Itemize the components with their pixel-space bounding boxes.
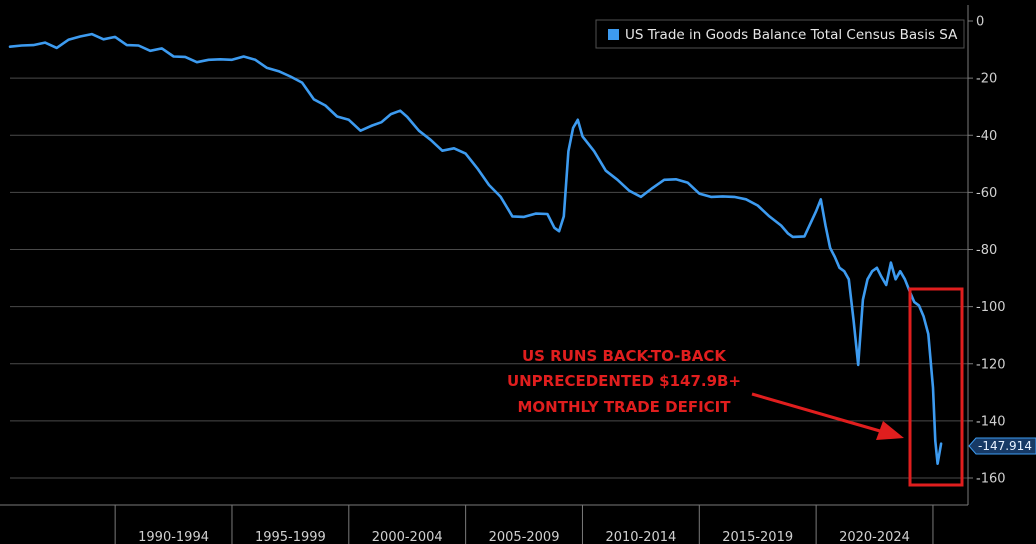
grid-lines <box>10 77 968 479</box>
annotation-line-3: MONTHLY TRADE DEFICIT <box>518 398 732 416</box>
x-tick-label: 1995-1999 <box>255 530 326 544</box>
y-tick-label: -160 <box>976 472 1006 487</box>
y-axis: 0 -20 -40 -60 -80 -100 -120 -140 -160 <box>967 5 1006 505</box>
x-tick-label: 1990-1994 <box>138 530 209 544</box>
x-tick-label: 2020-2024 <box>839 530 910 544</box>
y-tick-label: -40 <box>976 129 997 144</box>
y-tick-label: -120 <box>976 357 1006 372</box>
x-tick-label: 2010-2014 <box>605 530 676 544</box>
legend-swatch <box>608 29 619 40</box>
x-axis: 1990-1994 1995-1999 2000-2004 2005-2009 2010… <box>0 504 968 544</box>
y-tick-label: -20 <box>976 72 997 87</box>
annotation-line-2: UNPRECEDENTED $147.9B+ <box>507 372 741 390</box>
last-value-tag-shape <box>968 437 1036 455</box>
x-tick-label: 2000-2004 <box>372 530 443 544</box>
annotation-arrow-head <box>876 421 904 440</box>
series-line <box>8 32 943 465</box>
y-tick-label: -100 <box>976 300 1006 315</box>
legend-entry: US Trade in Goods Balance Total Census B… <box>625 27 958 43</box>
series-layer <box>8 32 943 465</box>
last-value-label: -147.914 <box>978 439 1032 453</box>
x-tick-label: 2005-2009 <box>489 530 560 544</box>
annotation: US RUNS BACK-TO-BACK UNPRECEDENTED $147.… <box>507 287 964 487</box>
x-tick-label: 2015-2019 <box>722 530 793 544</box>
y-tick-label: 0 <box>976 15 984 30</box>
y-tick-label: -80 <box>976 243 997 258</box>
annotation-highlight-box <box>908 287 964 487</box>
y-tick-label: -140 <box>976 414 1006 429</box>
y-tick-label: -60 <box>976 186 997 201</box>
annotation-line-1: US RUNS BACK-TO-BACK <box>522 347 727 365</box>
legend-box <box>595 19 965 49</box>
legend: US Trade in Goods Balance Total Census B… <box>595 19 965 49</box>
annotation-arrow-shaft <box>751 392 881 433</box>
last-value-tag: -147.914 <box>968 437 1036 455</box>
